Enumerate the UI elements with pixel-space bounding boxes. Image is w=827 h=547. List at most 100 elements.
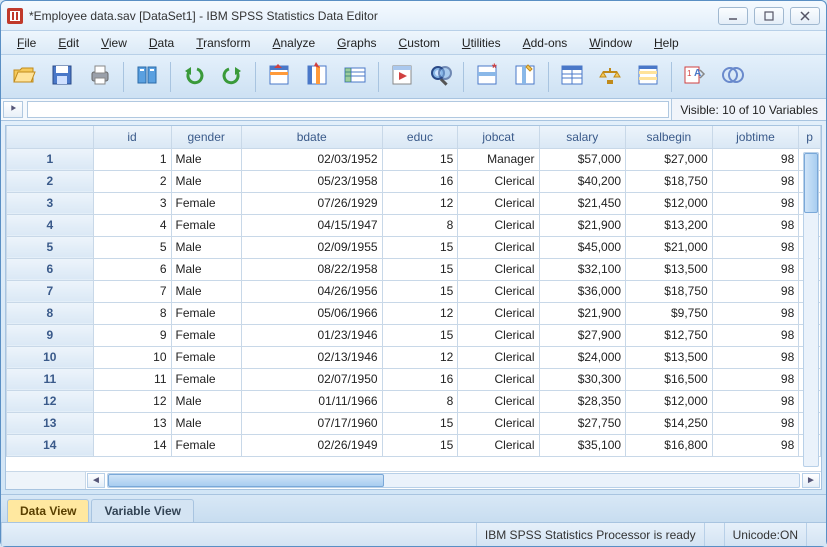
cell-educ[interactable]: 12 — [382, 302, 458, 324]
cell-salbegin[interactable]: $16,500 — [626, 368, 713, 390]
horizontal-scrollbar[interactable] — [107, 473, 800, 488]
menu-view[interactable]: View — [91, 34, 137, 52]
cell-educ[interactable]: 15 — [382, 236, 458, 258]
cell-salbegin[interactable]: $12,750 — [626, 324, 713, 346]
menu-data[interactable]: Data — [139, 34, 184, 52]
vertical-scroll-thumb[interactable] — [804, 153, 818, 213]
row-header[interactable]: 5 — [7, 236, 94, 258]
cell-jobtime[interactable]: 98 — [712, 236, 799, 258]
cell-bdate[interactable]: 02/03/1952 — [241, 148, 382, 170]
cell-salary[interactable]: $27,750 — [539, 412, 626, 434]
cell-id[interactable]: 8 — [93, 302, 171, 324]
cell-educ[interactable]: 12 — [382, 192, 458, 214]
cell-salbegin[interactable]: $13,500 — [626, 346, 713, 368]
cell-salary[interactable]: $21,900 — [539, 214, 626, 236]
cell-educ[interactable]: 15 — [382, 258, 458, 280]
cell-id[interactable]: 6 — [93, 258, 171, 280]
cell-bdate[interactable]: 02/26/1949 — [241, 434, 382, 456]
hscroll-right-arrow[interactable]: ► — [802, 473, 820, 488]
cell-salary[interactable]: $57,000 — [539, 148, 626, 170]
cell-salbegin[interactable]: $18,750 — [626, 280, 713, 302]
cell-bdate[interactable]: 05/23/1958 — [241, 170, 382, 192]
cell-educ[interactable]: 15 — [382, 148, 458, 170]
cell-salbegin[interactable]: $27,000 — [626, 148, 713, 170]
table-row[interactable]: 99Female01/23/194615Clerical$27,900$12,7… — [7, 324, 821, 346]
value-labels-button[interactable]: 1A — [678, 60, 712, 94]
cell-gender[interactable]: Male — [171, 412, 241, 434]
use-sets-button[interactable] — [716, 60, 750, 94]
cell-salary[interactable]: $35,100 — [539, 434, 626, 456]
cell-gender[interactable]: Female — [171, 368, 241, 390]
cell-salary[interactable]: $30,300 — [539, 368, 626, 390]
open-button[interactable] — [7, 60, 41, 94]
column-header-gender[interactable]: gender — [171, 126, 241, 148]
column-header-educ[interactable]: educ — [382, 126, 458, 148]
table-row[interactable]: 77Male04/26/195615Clerical$36,000$18,750… — [7, 280, 821, 302]
cell-bdate[interactable]: 07/26/1929 — [241, 192, 382, 214]
cell-jobtime[interactable]: 98 — [712, 170, 799, 192]
cell-jobcat[interactable]: Clerical — [458, 302, 539, 324]
goto-variable-dropdown[interactable] — [27, 101, 669, 118]
cell-id[interactable]: 10 — [93, 346, 171, 368]
cell-salbegin[interactable]: $13,200 — [626, 214, 713, 236]
row-header[interactable]: 13 — [7, 412, 94, 434]
cell-id[interactable]: 3 — [93, 192, 171, 214]
close-button[interactable] — [790, 7, 820, 25]
cell-jobtime[interactable]: 98 — [712, 324, 799, 346]
cell-jobcat[interactable]: Clerical — [458, 412, 539, 434]
row-header[interactable]: 3 — [7, 192, 94, 214]
cell-salary[interactable]: $36,000 — [539, 280, 626, 302]
cell-id[interactable]: 1 — [93, 148, 171, 170]
grid-corner[interactable] — [7, 126, 94, 148]
cell-bdate[interactable]: 01/23/1946 — [241, 324, 382, 346]
menu-edit[interactable]: Edit — [48, 34, 89, 52]
cell-jobtime[interactable]: 98 — [712, 302, 799, 324]
cell-id[interactable]: 14 — [93, 434, 171, 456]
cell-gender[interactable]: Female — [171, 302, 241, 324]
cell-gender[interactable]: Female — [171, 346, 241, 368]
cell-gender[interactable]: Male — [171, 390, 241, 412]
cell-bdate[interactable]: 01/11/1966 — [241, 390, 382, 412]
cell-jobcat[interactable]: Clerical — [458, 170, 539, 192]
cell-educ[interactable]: 15 — [382, 280, 458, 302]
cell-jobcat[interactable]: Clerical — [458, 390, 539, 412]
cell-salary[interactable]: $28,350 — [539, 390, 626, 412]
row-header[interactable]: 10 — [7, 346, 94, 368]
cell-gender[interactable]: Male — [171, 148, 241, 170]
column-header-bdate[interactable]: bdate — [241, 126, 382, 148]
cell-jobcat[interactable]: Clerical — [458, 236, 539, 258]
cell-jobcat[interactable]: Clerical — [458, 368, 539, 390]
menu-help[interactable]: Help — [644, 34, 689, 52]
menu-window[interactable]: Window — [579, 34, 642, 52]
cell-salbegin[interactable]: $16,800 — [626, 434, 713, 456]
cell-salary[interactable]: $21,900 — [539, 302, 626, 324]
column-header-p[interactable]: p — [799, 126, 821, 148]
row-header[interactable]: 7 — [7, 280, 94, 302]
row-header[interactable]: 14 — [7, 434, 94, 456]
cell-bdate[interactable]: 02/09/1955 — [241, 236, 382, 258]
table-row[interactable]: 55Male02/09/195515Clerical$45,000$21,000… — [7, 236, 821, 258]
cell-educ[interactable]: 8 — [382, 214, 458, 236]
table-row[interactable]: 88Female05/06/196612Clerical$21,900$9,75… — [7, 302, 821, 324]
insert-case-button[interactable]: * — [470, 60, 504, 94]
cell-jobtime[interactable]: 98 — [712, 280, 799, 302]
cell-salary[interactable]: $45,000 — [539, 236, 626, 258]
table-row[interactable]: 22Male05/23/195816Clerical$40,200$18,750… — [7, 170, 821, 192]
cell-jobtime[interactable]: 98 — [712, 258, 799, 280]
cell-jobtime[interactable]: 98 — [712, 148, 799, 170]
row-header[interactable]: 4 — [7, 214, 94, 236]
cell-salary[interactable]: $27,900 — [539, 324, 626, 346]
run-button[interactable] — [385, 60, 419, 94]
tab-data-view[interactable]: Data View — [7, 499, 89, 522]
menu-analyze[interactable]: Analyze — [262, 34, 325, 52]
table-row[interactable]: 11Male02/03/195215Manager$57,000$27,0009… — [7, 148, 821, 170]
cell-gender[interactable]: Male — [171, 236, 241, 258]
undo-button[interactable] — [177, 60, 211, 94]
menu-graphs[interactable]: Graphs — [327, 34, 386, 52]
table-row[interactable]: 33Female07/26/192912Clerical$21,450$12,0… — [7, 192, 821, 214]
print-button[interactable] — [83, 60, 117, 94]
cell-nav-button[interactable]: ⯈ — [3, 101, 23, 118]
cell-gender[interactable]: Female — [171, 192, 241, 214]
cell-id[interactable]: 2 — [93, 170, 171, 192]
redo-button[interactable] — [215, 60, 249, 94]
